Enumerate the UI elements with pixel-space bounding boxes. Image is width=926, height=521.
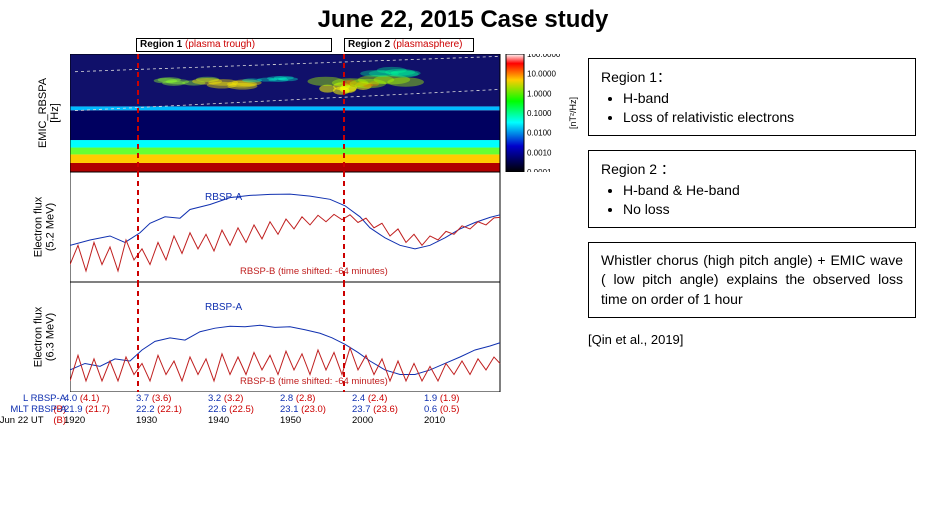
xaxis-tick: 2.8 (2.8)23.1 (23.0)1950	[280, 394, 340, 427]
page-title: June 22, 2015 Case study	[0, 0, 926, 38]
spectrogram-svg: 0.11.010.0100.000010.00001.00000.10000.0…	[70, 54, 580, 172]
list-item: No loss	[623, 200, 903, 219]
svg-text:0.0100: 0.0100	[527, 129, 552, 138]
flux-panel: Electron flux(5.2 MeV)1101001000RBSP-ARB…	[70, 172, 570, 282]
svg-text:RBSP-A: RBSP-A	[205, 192, 243, 203]
list-item: Loss of relativistic electrons	[623, 108, 903, 127]
xaxis-tick: 3.7 (3.6)22.2 (22.1)1930	[136, 394, 196, 427]
info-column: Region 1： H-bandLoss of relativistic ele…	[570, 38, 916, 444]
list-item: H-band	[623, 89, 903, 108]
region-headers: Region 1 (plasma trough) Region 2 (plasma…	[70, 38, 570, 54]
svg-text:0.0010: 0.0010	[527, 148, 552, 157]
xaxis-row-label: 2015 Jun 22 UT	[0, 416, 66, 427]
xaxis-tick: 4.0 (4.1)21.9 (21.7)1920	[64, 394, 124, 427]
chart-column: Region 1 (plasma trough) Region 2 (plasma…	[10, 38, 570, 444]
svg-text:RBSP-B (time shifted: -64 minu: RBSP-B (time shifted: -64 minutes)	[240, 376, 388, 387]
region-box: Region 1 (plasma trough)	[136, 38, 332, 52]
svg-text:1.0000: 1.0000	[527, 89, 552, 98]
flux-ylabel: Electron flux(6.3 MeV)	[32, 307, 56, 368]
note-box: Whistler chorus (high pitch angle) + EMI…	[588, 242, 916, 319]
svg-text:[nT²/Hz]: [nT²/Hz]	[568, 97, 578, 129]
region1-list: H-bandLoss of relativistic electrons	[601, 89, 903, 127]
citation-text: [Qin et al., 2019]	[588, 332, 916, 347]
flux-ylabel: Electron flux(5.2 MeV)	[32, 197, 56, 258]
region1-box: Region 1： H-bandLoss of relativistic ele…	[588, 58, 916, 136]
region2-list: H-band & He-bandNo loss	[601, 181, 903, 219]
xaxis-tick: 1.9 (1.9)0.6 (0.5)2010	[424, 394, 484, 427]
xaxis-tick: 3.2 (3.2)22.6 (22.5)1940	[208, 394, 268, 427]
flux-svg: 1101001000RBSP-ARBSP-B (time shifted: -6…	[70, 282, 580, 392]
note-text: Whistler chorus (high pitch angle) + EMI…	[601, 251, 903, 310]
svg-text:RBSP-A: RBSP-A	[205, 302, 243, 313]
spectrogram-panel: EMIC_RBSPA[Hz] 0.11.010.0100.000010.0000…	[70, 54, 570, 172]
flux-svg: 1101001000RBSP-ARBSP-B (time shifted: -6…	[70, 172, 580, 282]
region2-heading: Region 2 ：	[601, 159, 903, 179]
svg-text:RBSP-B (time shifted: -64 minu: RBSP-B (time shifted: -64 minutes)	[240, 266, 388, 277]
flux-panel: Electron flux(6.3 MeV)1101001000RBSP-ARB…	[70, 282, 570, 392]
spec-ylabel: EMIC_RBSPA[Hz]	[37, 78, 61, 148]
main-layout: Region 1 (plasma trough) Region 2 (plasma…	[0, 38, 926, 444]
svg-text:0.1000: 0.1000	[527, 109, 552, 118]
svg-text:10.0000: 10.0000	[527, 70, 556, 79]
region2-box: Region 2 ： H-band & He-bandNo loss	[588, 150, 916, 228]
region1-heading: Region 1：	[601, 67, 903, 87]
svg-text:100.0000: 100.0000	[527, 54, 561, 59]
xaxis: L RBSP-A (B)MLT RBSP-A (B)2015 Jun 22 UT…	[70, 394, 570, 444]
xaxis-tick: 2.4 (2.4)23.7 (23.6)2000	[352, 394, 412, 427]
region-box: Region 2 (plasmasphere)	[344, 38, 474, 52]
list-item: H-band & He-band	[623, 181, 903, 200]
